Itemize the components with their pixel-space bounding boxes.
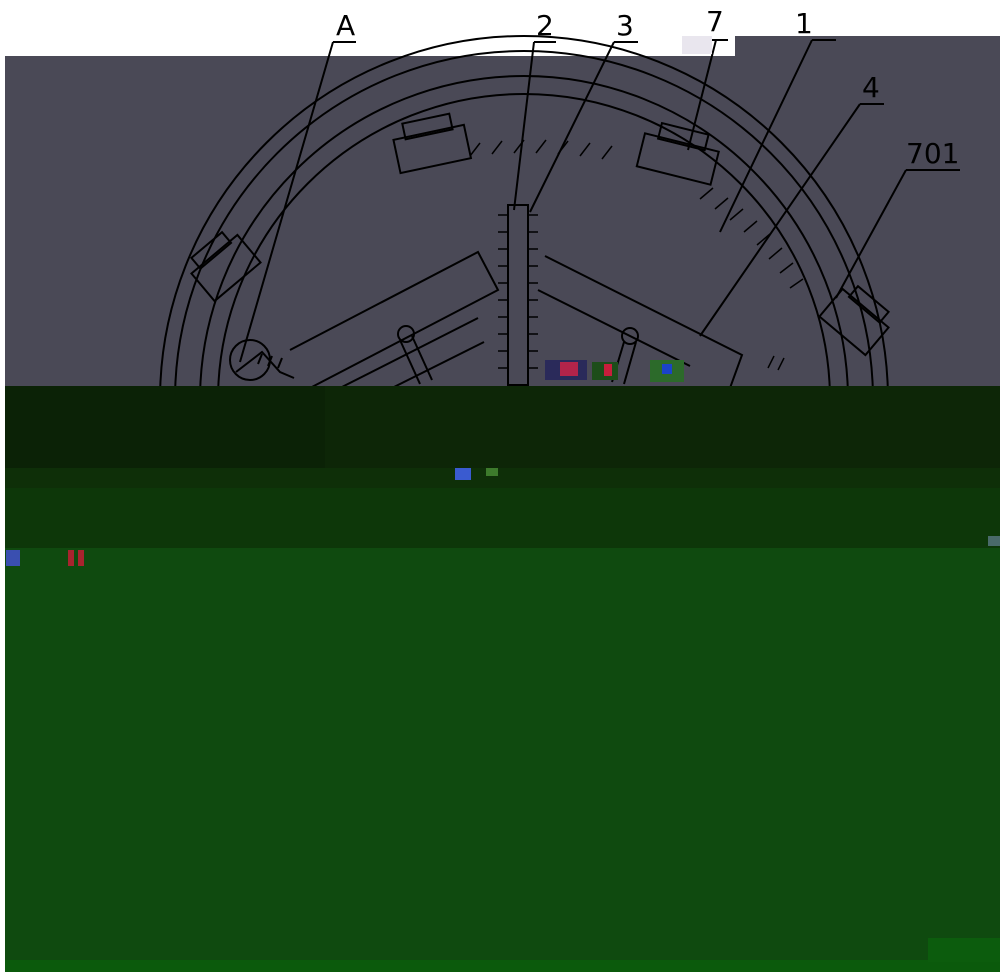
- callout-3: 3: [616, 9, 634, 42]
- mounting-block-upper-right: [635, 121, 720, 186]
- leader-701: [835, 169, 960, 299]
- mounting-block-right: [818, 284, 891, 357]
- leader-2: [513, 41, 556, 211]
- detail-a-gear: [229, 339, 295, 381]
- central-rack: [507, 204, 529, 386]
- bottom-strip: [5, 960, 1000, 972]
- left-arm: [289, 250, 500, 389]
- compression-artifacts-upper: [545, 36, 712, 382]
- leader-4: [699, 103, 884, 337]
- mounting-block-left: [189, 230, 262, 303]
- outer-ring-inner-edge: [174, 50, 874, 401]
- callout-2: 2: [536, 9, 554, 42]
- callout-a: A: [336, 9, 356, 42]
- outer-ring: [159, 35, 889, 401]
- drawing-panel: [5, 56, 1000, 386]
- dark-band-3: [5, 488, 1000, 548]
- dark-band-1-left: [5, 386, 325, 468]
- leader-a: [239, 41, 356, 363]
- callout-4: 4: [862, 71, 880, 104]
- leader-lines: [239, 39, 960, 363]
- bottom-right-block: [928, 938, 1000, 962]
- ring-hatching: [469, 139, 804, 289]
- dark-band-2: [5, 468, 1000, 488]
- callout-7: 7: [706, 5, 724, 38]
- callout-701: 701: [906, 137, 960, 170]
- right-gear-detail: [767, 355, 785, 371]
- drawing-panel-upper-right: [735, 36, 1000, 58]
- rack-teeth: [498, 214, 538, 369]
- mounting-block-upper-left: [392, 112, 473, 175]
- leader-1: [719, 39, 836, 233]
- mechanism-line-art: [159, 35, 891, 401]
- callout-1: 1: [795, 7, 813, 40]
- lower-panel: [5, 548, 1000, 960]
- leader-3: [529, 41, 638, 213]
- inner-ring: [199, 75, 849, 401]
- compression-artifacts-lower: [6, 468, 1000, 566]
